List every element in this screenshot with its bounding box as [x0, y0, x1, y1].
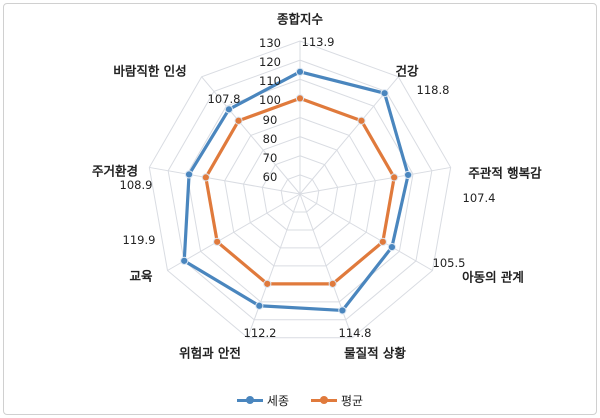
data-point-1	[213, 237, 222, 246]
category-label: 종합지수	[276, 11, 324, 27]
grid-ring-90	[224, 116, 376, 267]
tick-label: 130	[259, 36, 281, 50]
tick-label: 70	[262, 150, 278, 165]
data-point-1	[263, 279, 272, 288]
data-point-0	[295, 67, 305, 76]
data-point-0	[387, 242, 397, 252]
data-label: 108.9	[119, 178, 153, 192]
data-point-0	[380, 89, 389, 98]
data-point-0	[255, 301, 264, 310]
spoke	[201, 76, 301, 195]
grid-ring-110	[186, 78, 414, 303]
category-label: 주거환경	[91, 163, 139, 179]
legend-swatch-average	[311, 396, 337, 404]
tick-label: 100	[259, 93, 281, 108]
data-point-0	[184, 170, 194, 179]
spoke	[299, 193, 433, 271]
data-label: 114.8	[338, 326, 372, 340]
data-point-0	[224, 105, 234, 114]
spoke	[149, 166, 301, 195]
tick-label: 80	[262, 131, 278, 146]
series-line-1	[204, 96, 396, 286]
tick-label: 110	[259, 74, 281, 89]
grid-ring-130	[148, 40, 452, 339]
data-point-1	[390, 173, 399, 182]
legend-label-average: 평균	[341, 394, 364, 408]
data-label: 118.8	[416, 83, 450, 97]
data-label: 105.5	[432, 256, 466, 270]
data-label: 107.8	[207, 92, 241, 106]
category-label: 물질적 상황	[344, 345, 406, 361]
category-label: 주관적 행복감	[468, 165, 542, 181]
data-point-0	[404, 170, 413, 180]
data-point-1	[295, 94, 305, 103]
data-point-0	[338, 306, 347, 315]
grid-ring-80	[242, 136, 358, 249]
data-point-1	[201, 173, 210, 182]
spoke	[247, 193, 301, 338]
data-point-0	[180, 256, 189, 265]
tick-label: 60	[262, 169, 278, 184]
grid-ring-70	[261, 155, 339, 231]
data-label: 112.2	[243, 326, 277, 340]
legend-item-average: 평균	[311, 392, 363, 409]
legend-swatch-sejong	[236, 396, 263, 404]
series-line-0	[182, 70, 410, 313]
legend-label-sejong: 세종	[266, 394, 289, 408]
data-point-1	[328, 279, 337, 288]
category-label: 건강	[395, 63, 419, 79]
grid-ring-120	[167, 59, 433, 321]
data-point-1	[357, 116, 366, 125]
grid-ring-60	[280, 174, 320, 213]
legend: 세종 평균	[0, 392, 600, 409]
legend-item-sejong: 세종	[236, 392, 289, 409]
data-label: 119.9	[122, 233, 156, 247]
tick-label: 120	[259, 55, 281, 70]
category-label: 교육	[129, 268, 153, 284]
data-label: 113.9	[301, 35, 335, 49]
data-point-1	[378, 237, 387, 246]
chart-frame	[3, 3, 597, 415]
spoke	[167, 193, 301, 271]
spoke	[299, 166, 451, 195]
data-point-1	[234, 116, 243, 125]
tick-label: 90	[262, 112, 278, 127]
category-label: 바람직한 인성	[113, 63, 187, 79]
category-label: 아동의 관계	[462, 269, 524, 285]
category-label: 위험과 안전	[179, 345, 241, 361]
data-label: 107.4	[462, 191, 496, 205]
